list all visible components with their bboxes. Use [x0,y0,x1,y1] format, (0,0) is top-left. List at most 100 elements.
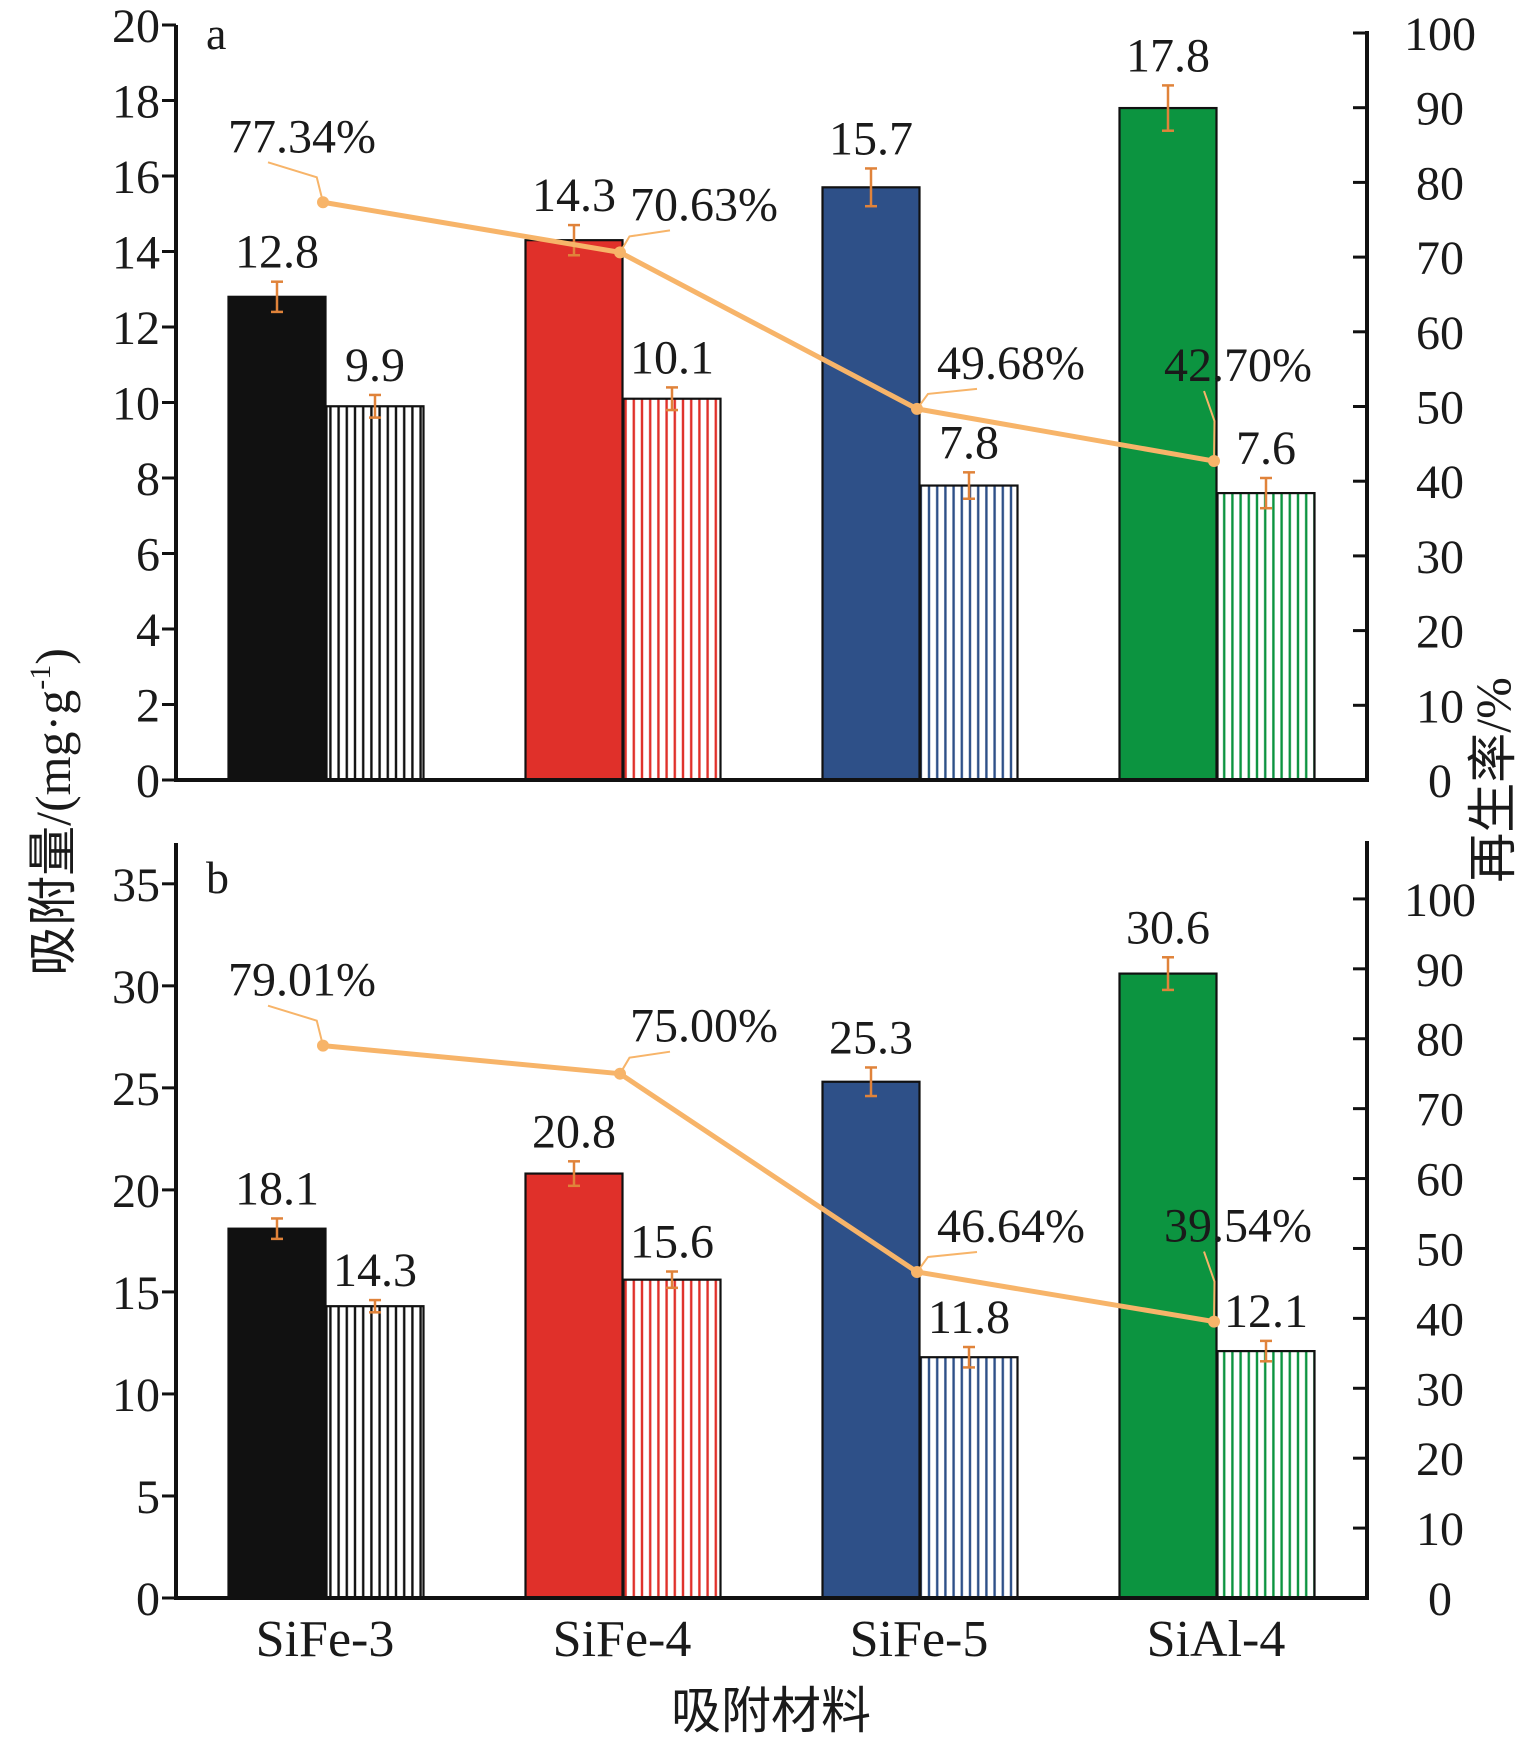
panel-b-right-tick-label: 90 [1416,944,1464,997]
panel-b-regeneration-leader-sife-3 [267,1004,324,1046]
regeneration-line-layer [267,161,1220,1328]
left-axis-title-superscript: -1 [24,665,57,690]
panel-b-regeneration-line [320,1043,1217,1325]
panel-b-regeneration-label-sial-4: 39.54% [1164,1200,1312,1253]
panel-a-left-tick-label: 8 [136,453,160,506]
panel-a-value-label-sife-5-striped: 7.8 [939,416,999,469]
panel-b-right-tick-label: 70 [1416,1084,1464,1137]
panel-b-right-tick-label: 30 [1416,1363,1464,1416]
panel-b-regeneration-leader-sial-4 [1203,1251,1216,1322]
panel-a-regeneration-leader-sial-4 [1203,390,1216,462]
panel-b-value-label-sife-3-solid: 18.1 [235,1162,319,1215]
panel-a-left-tick-label: 2 [136,680,160,733]
panel-b-bar-sife-4-striped [622,1278,722,1600]
panel-b-right-tick-label: 80 [1416,1014,1464,1067]
panel-a-right-tick-label: 40 [1416,456,1464,509]
panel-b-left-tick-label: 15 [112,1267,160,1320]
panel-b-left-tick-label: 20 [112,1165,160,1218]
panel-a-bar-sife-4-striped [622,397,722,782]
panel-a-regeneration-label-sife-3: 77.34% [228,110,376,163]
panel-a-right-tick-label: 20 [1416,606,1464,659]
panel-b-left-tick-label: 10 [112,1369,160,1422]
category-label-sife-5: SiFe-5 [850,1611,989,1668]
panel-a-regeneration-line [320,199,1217,464]
panel-a-left-tick-label: 0 [136,755,160,808]
panel-a-right-tick-label: 0 [1428,755,1452,808]
category-label-sife-3: SiFe-3 [256,1611,395,1668]
panel-a-right-tick-label: 30 [1416,531,1464,584]
panel-b-bar-sife-5-solid [821,1080,921,1600]
panel-a-left-tick-label: 6 [136,529,160,582]
panel-a-bar-sife-5-solid [821,186,921,782]
panel-a-left-tick-label: 18 [112,76,160,129]
panel-b-regeneration-label-sife-4: 75.00% [630,1000,778,1053]
panel-b-right-tick-label: 20 [1416,1433,1464,1486]
panel-b-bar-sife-4-solid [524,1172,624,1600]
panel-a-left-tick-label: 10 [112,378,160,431]
panel-b-left-tick-label: 25 [112,1063,160,1116]
panel-a-right-tick-label: 10 [1416,680,1464,733]
panel-b-bar-sife-5-striped [919,1356,1019,1600]
left-axis-title-end: ) [25,648,81,665]
panel-a-bar-sife-5-striped [919,484,1019,782]
panel-a-value-label-sial-4-striped: 7.6 [1236,422,1296,475]
panel-b-regeneration-label-sife-5: 46.64% [937,1200,1085,1253]
panel-a-bar-sial-4-solid [1118,106,1218,782]
panel-b-value-label-sial-4-solid: 30.6 [1126,901,1210,954]
panel-a-regeneration-label-sife-5: 49.68% [937,337,1085,390]
panel-a-right-tick-label: 80 [1416,157,1464,210]
panel-b-value-label-sife-4-solid: 20.8 [532,1105,616,1158]
panel-b-regeneration-leader-sife-5 [916,1250,978,1273]
panel-a-value-label-sife-3-striped: 9.9 [345,339,405,392]
panel-b-value-label-sife-5-striped: 11.8 [928,1291,1010,1344]
panel-b-value-label-sife-5-solid: 25.3 [829,1011,913,1064]
x-axis-title: 吸附材料 [671,1683,871,1739]
panel-a-left-tick-label: 14 [112,227,160,280]
bars-layer [227,84,1316,1600]
panel-b-right-tick-label: 40 [1416,1293,1464,1346]
panel-a-right-tick-label: 50 [1416,382,1464,435]
panel-b-value-label-sife-4-striped: 15.6 [630,1216,714,1269]
panel-a-value-label-sife-4-solid: 14.3 [532,169,616,222]
panel-a-value-label-sife-4-striped: 10.1 [630,331,714,384]
panel-b-left-tick-label: 5 [136,1471,160,1524]
panel-a-regeneration-leader-sife-4 [619,229,671,253]
panel-b-left-tick-label: 30 [112,961,160,1014]
panel-a-left-tick-label: 16 [112,151,160,204]
panel-a-value-label-sial-4-solid: 17.8 [1126,29,1210,82]
panel-b-right-tick-label: 10 [1416,1503,1464,1556]
panel-b-bar-sife-3-striped [325,1305,425,1600]
panel-a-value-label-sife-3-solid: 12.8 [235,226,319,279]
panel-b-panel-label: b [206,852,229,903]
panel-a-right-tick-label: 70 [1416,232,1464,285]
panel-b-right-tick-label: 100 [1404,874,1476,927]
panel-a-right-tick-label: 90 [1416,83,1464,136]
right-axis-title: 再生率/% [1465,677,1521,883]
panel-a-regeneration-point-sife-4 [614,246,626,259]
panel-b-right-tick-label: 0 [1428,1573,1452,1626]
panel-a-bar-sife-3-striped [325,405,425,782]
left-axis-title-main: 吸附量/(mg·g [25,690,81,976]
labels-layer: 12.8 14.3 15.7 17.8 9.9 10.1 7.8 7.6 0 2 4 6 8 10 12 14… [24,0,1521,1739]
panel-a-value-label-sife-5-solid: 15.7 [829,112,913,165]
panel-b-left-tick-label: 35 [112,859,160,912]
panel-a-regeneration-label-sial-4: 42.70% [1164,339,1312,392]
panel-a-bar-sife-3-solid [227,295,327,782]
panel-b-bar-sial-4-striped [1216,1349,1316,1600]
panel-a-left-tick-label: 4 [136,604,160,657]
panel-a-regeneration-label-sife-4: 70.63% [630,178,778,231]
panel-a-panel-label: a [206,8,226,59]
panel-a-right-tick-label: 60 [1416,307,1464,360]
panel-b-right-tick-label: 60 [1416,1154,1464,1207]
category-label-sife-4: SiFe-4 [553,1611,692,1668]
panel-a-right-tick-label: 100 [1404,8,1476,61]
panel-a-left-tick-label: 12 [112,302,160,355]
panel-a-left-tick-label: 20 [112,0,160,53]
left-axis-title: 吸附量/(mg·g-1) [24,648,81,976]
panel-b-right-tick-label: 50 [1416,1223,1464,1276]
panel-b-regeneration-leader-sife-4 [619,1050,671,1075]
panel-a-regeneration-leader-sife-3 [267,161,324,203]
axes-layer [162,23,1369,1600]
panel-b-regeneration-label-sife-3: 79.01% [228,954,376,1007]
